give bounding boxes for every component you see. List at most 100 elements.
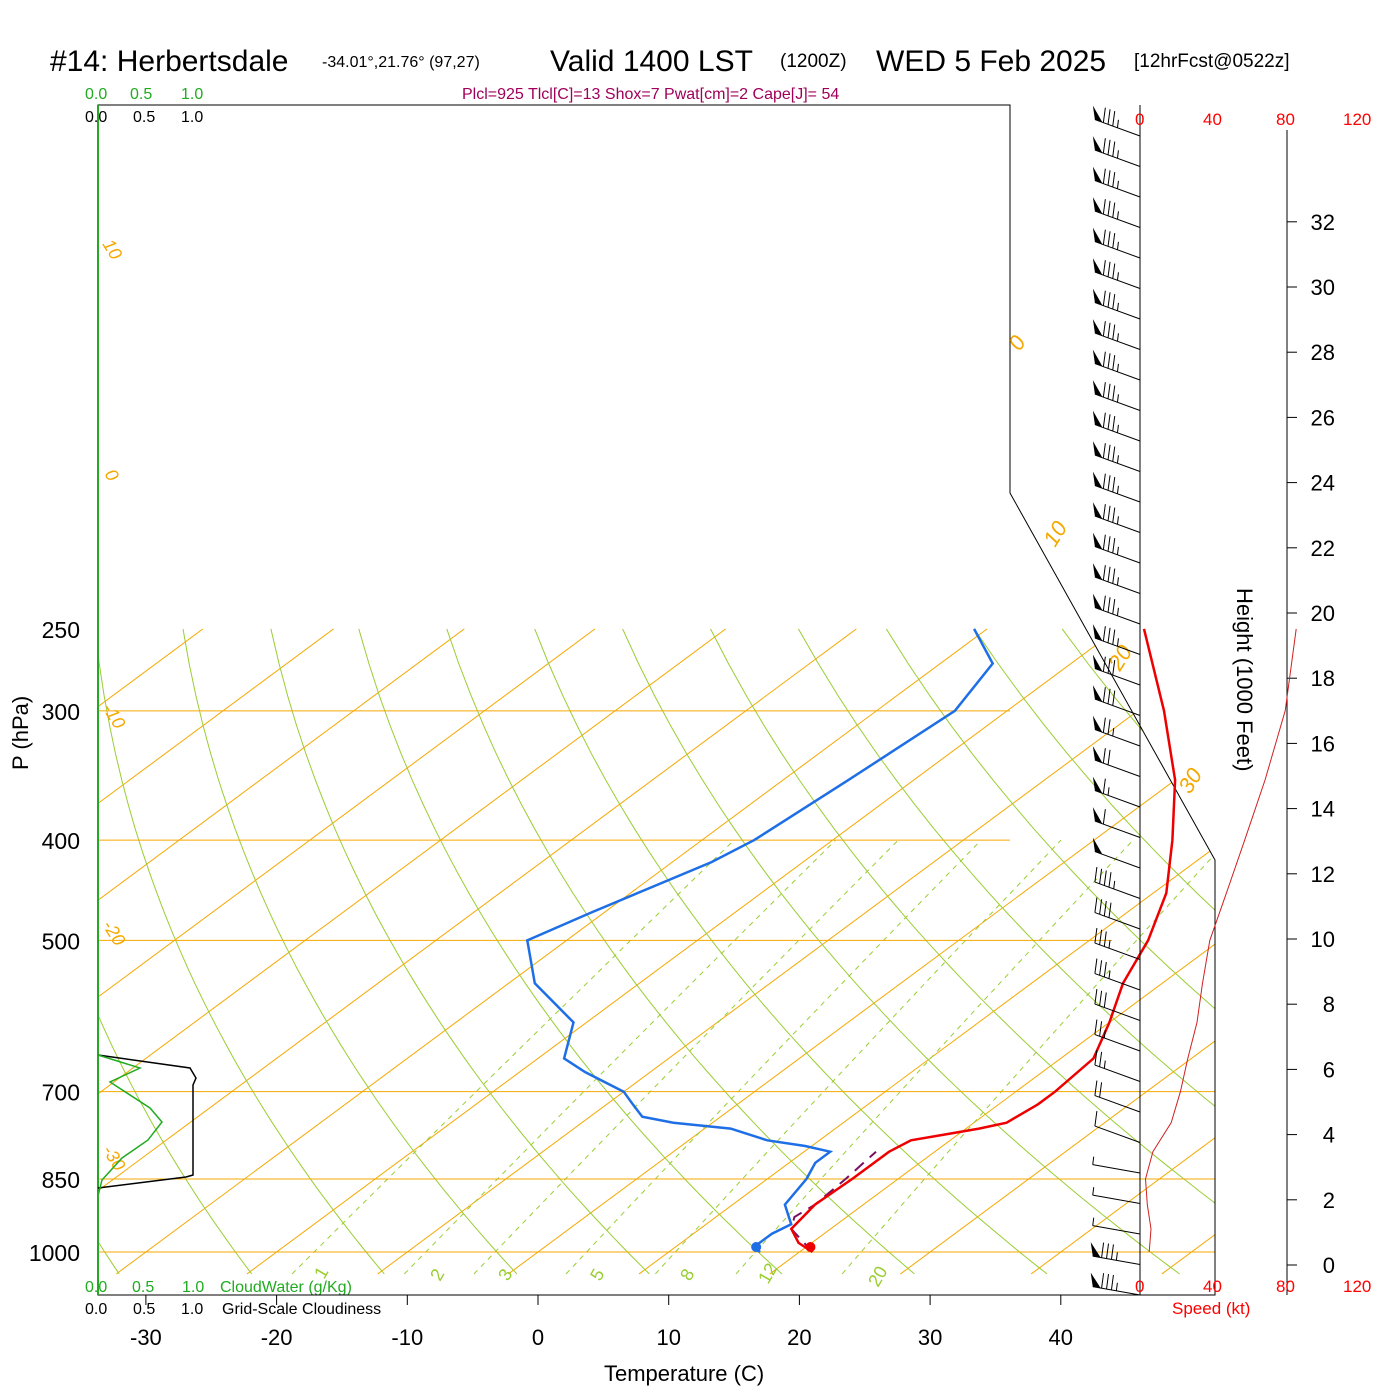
mixing-ratio-lines [291,839,1215,1275]
wind-barb-full [1112,416,1116,432]
wind-barb-column [1090,105,1141,1296]
wind-barb [1092,349,1141,381]
isotherm-label: -30 [99,1142,130,1175]
wind-barb [1092,1217,1141,1235]
wind-barb-half [1116,180,1119,189]
wind-barb-pennant [1092,593,1103,611]
wind-barb [1092,593,1141,625]
cloudiness-profile [97,1054,197,1189]
wind-barb-staff [1094,1125,1141,1143]
wind-barb-full [1107,536,1111,552]
cloudiness-label: Grid-Scale Cloudiness [222,1301,381,1318]
x-axis-tick-group: -30 -20 -10 0 10 20 30 40 [130,1295,1073,1350]
wind-barb [1094,897,1141,930]
wind-barb-full [1099,1082,1103,1098]
height-tick-label: 2 [1323,1188,1335,1213]
wind-barb [1092,227,1141,259]
wind-barb-staff [1094,1003,1141,1021]
wind-barb-full [1107,414,1111,430]
isotherm-line [246,628,1119,1275]
isobar-lines [98,710,1215,1253]
speed-axis-label: Speed (kt) [1172,1299,1250,1318]
wind-barb-pennant [1092,807,1103,824]
wind-barb-full [1107,139,1111,155]
wind-barb-full [1108,872,1112,888]
x-tick-label: 10 [656,1325,680,1350]
wind-barb-full [1103,900,1107,917]
mixing-ratio-label: 5 [586,1265,608,1284]
wind-barb-full [1107,475,1111,491]
isotherm-label: 0 [101,466,123,485]
wind-barb-full [1106,1243,1110,1259]
wind-barb-full [1099,1051,1103,1067]
station-title: #14: Herbertsdale [50,45,288,78]
wind-barb-full [1102,473,1106,489]
wind-barb-full [1102,595,1106,611]
isotherm-line [638,628,1215,1275]
wind-barb-full [1099,990,1103,1006]
wind-barb-staff [1092,1225,1141,1235]
height-tick-label: 14 [1311,797,1335,822]
wind-barb [1092,441,1141,472]
speed-tick: 0 [1135,1277,1144,1296]
wind-barb-full [1110,1244,1114,1260]
wind-barb [1092,1187,1141,1204]
wind-barb-full [1106,1274,1110,1290]
wind-barb-full [1101,1242,1105,1258]
wind-barb-full [1112,202,1116,218]
station-coords: -34.01°,21.76° (97,27) [322,54,480,71]
wind-barb-pennant [1092,837,1103,855]
wind-barb-pennant [1092,410,1103,428]
wind-barb-full [1094,867,1098,883]
cloud-water-tick: 0.5 [130,86,152,103]
wind-barb-full [1112,294,1116,310]
isotherm-label: 10 [99,236,127,264]
isotherm-line [98,628,596,1275]
isotherm-lines [98,628,1215,1275]
wind-barb [1092,380,1141,411]
mixing-ratio-label: 12 [754,1260,781,1287]
wind-speed-profile [1144,628,1297,1253]
wind-barb-full [1102,809,1106,825]
wind-barb-half [1116,638,1119,647]
wind-barb-half [1116,607,1119,616]
wind-barb-full [1107,688,1111,704]
mixing-ratio-line [565,839,982,1275]
wind-barb-pennant [1092,624,1103,641]
wind-barb-staff [1092,1194,1141,1204]
wind-barb-full [1102,412,1106,428]
x-tick-label: -30 [130,1325,162,1350]
wind-barb-staff [1094,729,1141,747]
stability-indices: Plcl=925 Tlcl[C]=13 Shox=7 Pwat[cm]=2 Ca… [462,86,839,103]
wind-barb-half [1103,1060,1106,1069]
wind-barb-half [1116,424,1119,433]
cloudiness-tick: 0.5 [133,1301,155,1318]
x-axis-label: Temperature (C) [604,1361,764,1386]
wind-barb [1092,197,1141,228]
wind-barb-pennant [1092,654,1103,672]
isotherm-line [98,628,857,1275]
forecast-date: WED 5 Feb 2025 [876,45,1106,78]
wind-barb-full [1107,109,1111,125]
wind-barb-full [1102,687,1106,703]
pressure-tick-label: 300 [42,699,80,725]
wind-barb [1092,410,1141,442]
isotherm-line [508,628,1215,1275]
wind-barb-full [1108,902,1112,918]
isotherm-line [377,628,1215,1275]
wind-barb-pennant [1092,746,1103,763]
x-tick-label: 20 [787,1325,811,1350]
isotherm-line [98,628,727,1275]
wind-barb-full [1107,292,1111,308]
height-tick-label: 20 [1311,601,1335,626]
pressure-tick-label: 500 [42,928,80,954]
wind-barb-pennant [1092,502,1103,519]
wind-barb [1092,105,1141,137]
isotherm-label: -10 [99,700,130,733]
mixing-ratio-line [735,839,1134,1275]
isotherm-label: 10 [1038,516,1073,551]
wind-barb-pennant [1092,685,1103,702]
dry-adiabat-line [1149,628,1215,1275]
wind-barb-full [1102,107,1106,123]
